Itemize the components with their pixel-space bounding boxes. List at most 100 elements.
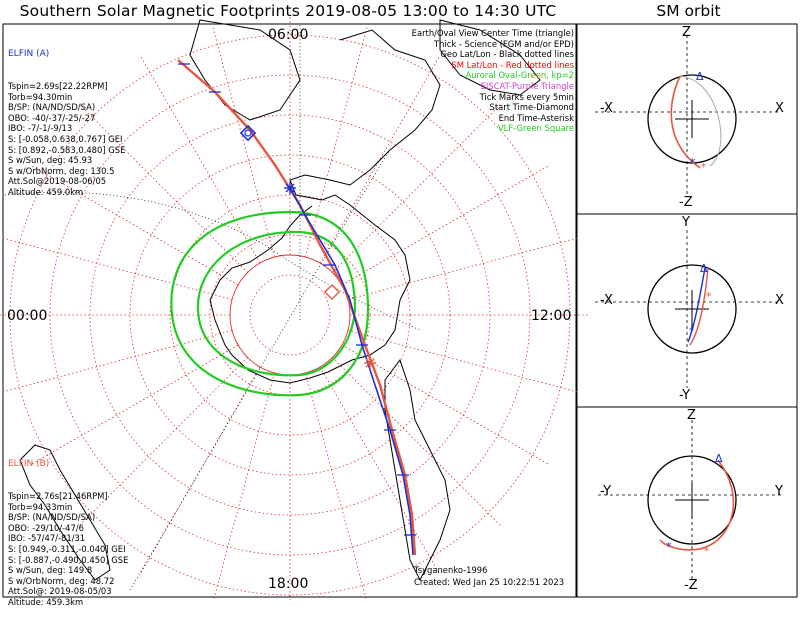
auroral-oval-inner [196, 230, 357, 377]
svg-text:*: * [704, 546, 709, 557]
legend-item: Earth/Oval View Center Time (triangle) [411, 28, 574, 38]
elfin-a-lines: Tspin=2.69s[22.22RPM] Torb=94.30min B/SP: … [8, 81, 125, 198]
sm-longitude-grid [0, 15, 590, 600]
elfin-b-info-line: S: [0.949,-0.311,-0.040] GEI [8, 543, 126, 554]
start-diamond-b [323, 283, 341, 301]
elfin-b-info-line: OBO: -29/10/-47/6 [8, 522, 84, 533]
elfin-a-info-line: Tspin=2.69s[22.22RPM] [8, 80, 108, 91]
elfin-a-info-line: Att.Sol@2019-08-06/05 [8, 176, 107, 187]
sm-meridian [332, 357, 503, 528]
orbit-panel-2: Δ * * [595, 230, 780, 388]
elfin-b-info-line: IBO: -57/47/-81/31 [8, 533, 86, 544]
orbit-axis-label-right: X [775, 101, 784, 116]
model-credit: Tsyganenko-1996 [414, 565, 488, 575]
elfin-b-info: ELFIN (B) Tspin=2.76s[21.46RPM] Torb=94.3… [8, 438, 128, 618]
sm-meridian [341, 164, 551, 286]
orbit-axis-label-bottom: -Z [679, 195, 693, 210]
sm-meridian [29, 164, 239, 286]
map-frame [2, 23, 577, 598]
elfin-a-info-line: Torb=94.30min [8, 91, 73, 102]
map-title: Southern Solar Magnetic Footprints 2019-… [19, 2, 557, 20]
elfin-b-info-line: Altitude: 459.3km [8, 596, 84, 607]
elfin-b-info-line: Tspin=2.76s[21.46RPM] [8, 490, 108, 501]
geo-grid [4, 24, 421, 591]
footprint-map: Δ * * Δ * * Δ * * [0, 15, 798, 600]
sm-meridian [347, 330, 580, 394]
elfin-a-info-line: OBO: -40/-37/-25/-27 [8, 112, 96, 123]
sm-meridian [77, 357, 248, 528]
orbit-axis-label-left: -Y [600, 484, 612, 499]
sm-meridian [213, 372, 275, 600]
elfin-a-info-line: S: [0.892,-0.583,0.480] GSE [8, 144, 126, 155]
sm-meridian [139, 366, 261, 576]
sm-meridian [305, 372, 367, 600]
auroral-oval-outer [170, 210, 370, 397]
elfin-b-info-line: Att.Sol@: 2019-08-05/03 [8, 586, 112, 597]
legend-item: Tick Marks every 5min [479, 91, 574, 102]
mlt-label-right: 12:00 [531, 308, 572, 324]
orbit-axis-label-bottom: -Z [684, 578, 698, 593]
elfin-b-title: ELFIN (B) [8, 459, 50, 470]
legend-item: Start Time-Diamond [489, 102, 574, 113]
svg-text:Δ: Δ [696, 70, 704, 83]
start-diamond-a [239, 124, 257, 142]
svg-text:*: * [701, 162, 706, 173]
svg-text:*: * [690, 156, 696, 169]
sm-meridian [305, 25, 369, 258]
elfin-b-info-line: S w/OrbNorm, deg: 48.72 [8, 575, 115, 586]
elfin-a-info-line: S w/OrbNorm, deg: 130.5 [8, 165, 115, 176]
legend-item: End Time-Asterisk [498, 112, 574, 123]
elfin-b-info-line: B/SP: (NA/ND/SD/SA) [8, 512, 96, 523]
sm-meridian [29, 344, 239, 466]
svg-text:*: * [666, 540, 672, 553]
orbit-axis-label-left: -X [600, 292, 613, 308]
legend-item: EISCAT-Purple Triangle [480, 80, 574, 91]
track-tick-marks [178, 63, 416, 536]
mlt-label-bottom: 18:00 [268, 576, 309, 592]
svg-text:Δ: Δ [715, 452, 723, 465]
legend-item: VLF-Green Square [497, 123, 574, 134]
sm-meridian [332, 102, 503, 273]
orbit-panel-3: Δ * * [598, 420, 782, 580]
orbit-axis-label-top: Z [682, 25, 691, 40]
end-asterisk-b [364, 357, 376, 369]
elfin-a-title: ELFIN (A) [8, 49, 50, 60]
end-asterisk-a [284, 182, 296, 194]
map-legend: Earth/Oval View Center Time (triangle) Th… [412, 28, 574, 134]
elfin-a-info: ELFIN (A) Tspin=2.69s[22.22RPM] Torb=94.3… [8, 28, 125, 208]
orbit-axis-label-right: X [775, 292, 784, 308]
track-elfin-b [177, 59, 417, 556]
mlt-label-left: 00:00 [7, 308, 48, 324]
sm-meridian [319, 366, 441, 576]
legend-item: Geo Lat/Lon - Black dotted lines [440, 49, 574, 60]
orbit-title: SM orbit [656, 2, 721, 20]
orbit-axis-label-left: -X [600, 101, 613, 116]
orbit-axis-label-top: Y [682, 215, 690, 230]
sm-meridian [0, 330, 233, 394]
elfin-a-info-line: IBO: -7/-1/-9/13 [8, 123, 73, 134]
elfin-b-lines: Tspin=2.76s[21.46RPM] Torb=94.33min B/SP: … [8, 491, 128, 608]
sm-meridian [139, 54, 261, 264]
orbit-axis-label-bottom: -Y [679, 388, 691, 403]
elfin-a-info-line: S: [-0.058,0.638,0.767] GEI [8, 133, 123, 144]
sm-meridian [347, 236, 580, 300]
sm-meridian [0, 236, 233, 300]
elfin-b-info-line: Torb=94.33min [8, 501, 73, 512]
orbit-frame-3 [576, 406, 798, 598]
sm-meridian [341, 344, 551, 466]
elfin-b-info-line: S w/Sun, deg: 149.8 [8, 565, 93, 576]
svg-text:*: * [689, 326, 694, 337]
elfin-a-info-line: Altitude: 459.0km [8, 186, 84, 197]
mlt-label-top: 06:00 [268, 27, 309, 43]
created-timestamp: Created: Wed Jan 25 10:22:51 2023 [414, 577, 565, 587]
orbit-axis-label-right: Y [775, 484, 783, 499]
elfin-a-info-line: B/SP: (NA/ND/SD/SA) [8, 102, 96, 113]
sm-meridian [77, 102, 248, 273]
elfin-b-info-line: S: [-0.887,-0.490,0.450] GSE [8, 554, 129, 565]
svg-text:Δ: Δ [700, 262, 708, 275]
continent-outlines [19, 19, 541, 582]
orbit-axis-label-top: Z [687, 408, 696, 423]
legend-item: Auroral Oval-Green, kp=2 [465, 70, 574, 81]
legend-item: Thick - Science (FGM and/or EPD) [433, 38, 574, 49]
orbit-panel-1: Δ * * [595, 35, 780, 195]
